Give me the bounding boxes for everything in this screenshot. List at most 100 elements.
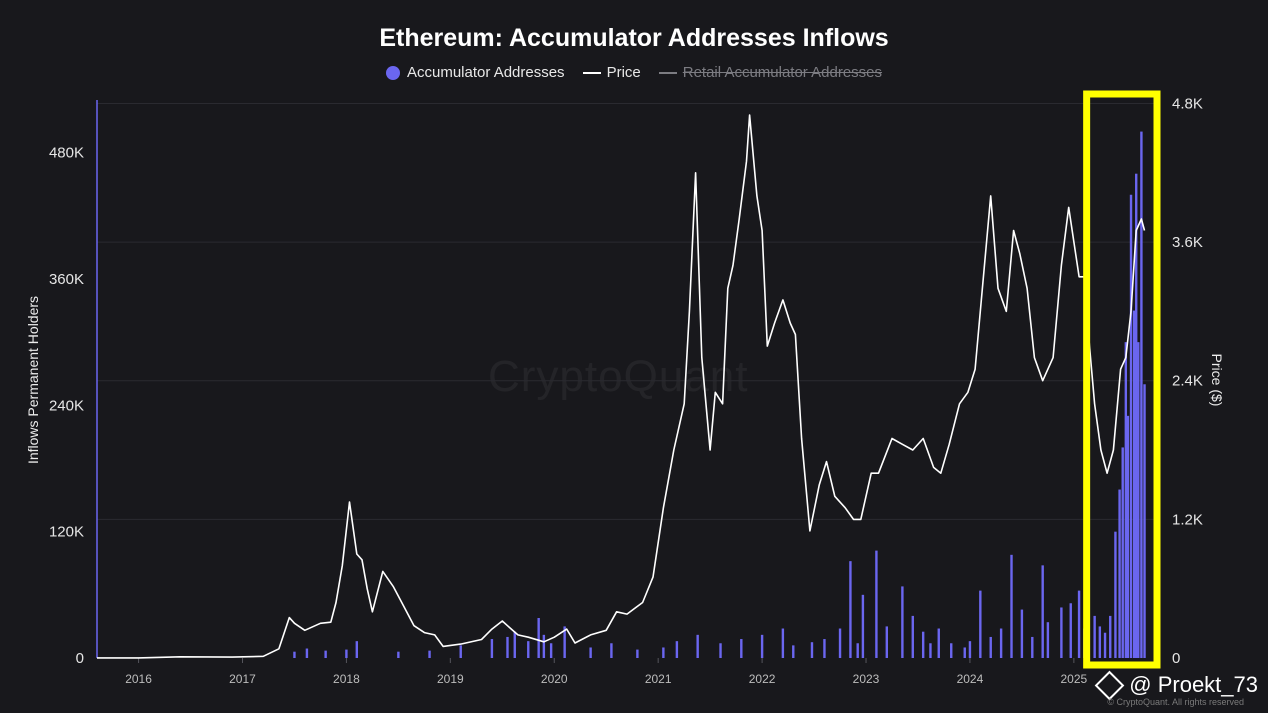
inflow-bar: [1109, 615, 1112, 658]
legend-label-price: Price: [606, 64, 641, 81]
left-tick-label: 0: [76, 650, 84, 667]
legend-line-icon: [658, 71, 677, 74]
inflow-bar: [549, 643, 553, 658]
inflow-bar: [636, 649, 639, 658]
inflow-bar: [345, 649, 348, 658]
inflow-bar: [760, 634, 764, 658]
inflow-bar: [1010, 554, 1013, 658]
inflow-bar: [1060, 607, 1063, 658]
inflow-bar: [542, 634, 546, 658]
inflow-bar: [838, 628, 842, 658]
inflow-bar: [1069, 603, 1072, 658]
inflow-bar: [950, 643, 953, 658]
x-tick-label: 2024: [957, 672, 984, 686]
inflow-bar: [1098, 626, 1102, 658]
legend-dot-icon: [385, 65, 400, 80]
x-tick-label: 2017: [229, 672, 256, 686]
inflow-bar: [513, 631, 516, 658]
inflow-bar: [937, 628, 940, 658]
price-line: [97, 114, 1146, 659]
inflow-bar: [527, 641, 530, 658]
inflow-bar: [1137, 342, 1140, 658]
inflow-bar: [1118, 489, 1121, 658]
inflow-bar: [355, 641, 359, 658]
inflow-bar: [506, 636, 509, 658]
legend-item-accumulator[interactable]: Accumulator Addresses: [385, 64, 565, 81]
x-tick-label: 2025: [1061, 672, 1088, 686]
inflow-bar: [781, 628, 785, 658]
legend-line-icon: [582, 71, 601, 74]
inflow-bar: [1114, 531, 1117, 658]
inflow-bar: [740, 639, 743, 658]
inflow-bar: [979, 590, 982, 658]
x-tick-label: 2023: [853, 672, 880, 686]
right-tick-label: 1.2K: [1172, 511, 1203, 528]
legend-item-price[interactable]: Price: [582, 64, 641, 81]
inflow-bar: [662, 647, 665, 658]
right-tick-label: 0: [1172, 650, 1180, 667]
x-tick-label: 2022: [749, 672, 776, 686]
right-tick-label: 4.8K: [1172, 95, 1203, 112]
copyright: © CryptoQuant. All rights reserved: [1107, 697, 1244, 707]
chart-title: Ethereum: Accumulator Addresses Inflows: [379, 24, 889, 52]
inflow-bar: [999, 628, 1003, 658]
inflow-bar: [911, 615, 914, 658]
x-tick-label: 2021: [645, 672, 672, 686]
inflow-bar: [459, 645, 462, 658]
x-tick-label: 2019: [437, 672, 464, 686]
highlight-box: [1083, 90, 1161, 669]
inflow-bar: [1093, 615, 1096, 658]
legend-label-accumulator: Accumulator Addresses: [406, 64, 565, 81]
right-tick-label: 3.6K: [1172, 234, 1203, 251]
inflow-bar: [1132, 310, 1136, 658]
inflow-bar: [901, 586, 904, 658]
inflow-bar: [610, 643, 613, 658]
inflow-bar: [963, 647, 966, 658]
inflow-bar: [856, 643, 859, 658]
inflow-bar: [792, 645, 795, 658]
inflow-bar: [1143, 384, 1146, 658]
binance-diamond-icon: [1094, 670, 1125, 700]
inflow-bar: [861, 594, 865, 658]
left-tick-label: 360K: [49, 271, 84, 288]
left-axis-title: Inflows Permanent Holders: [25, 296, 41, 464]
author-handle-text: @ Proekt_73: [1129, 672, 1258, 697]
inflow-bar: [1041, 565, 1044, 658]
inflow-bar: [849, 561, 852, 658]
inflow-bar: [293, 651, 296, 658]
inflow-bar: [397, 651, 400, 658]
inflow-bar: [885, 626, 889, 658]
inflow-bar: [1031, 636, 1034, 658]
inflow-bar: [1046, 622, 1050, 658]
right-axis-title: Price ($): [1209, 354, 1225, 407]
inflow-bar: [563, 626, 566, 658]
x-tick-label: 2020: [541, 672, 568, 686]
inflow-bar: [1126, 415, 1130, 658]
inflow-bar: [823, 639, 826, 658]
left-tick-label: 480K: [49, 145, 84, 162]
inflow-bar: [1020, 609, 1024, 658]
inflow-bar: [1103, 632, 1107, 658]
chart-legend: Accumulator Addresses Price Retail Accum…: [0, 64, 1268, 81]
inflow-bar: [1129, 194, 1133, 659]
inflow-bar: [810, 642, 814, 658]
inflow-bar: [968, 641, 972, 658]
inflow-bar: [1077, 590, 1081, 658]
x-tick-label: 2018: [333, 672, 360, 686]
legend-item-retail[interactable]: Retail Accumulator Addresses: [658, 64, 883, 81]
inflow-bar: [921, 631, 925, 658]
inflow-bar: [537, 617, 540, 658]
left-tick-label: 240K: [49, 397, 84, 414]
inflow-bar: [989, 636, 992, 658]
inflow-bar: [875, 550, 878, 658]
inflow-bar: [675, 641, 679, 658]
inflow-bar: [696, 634, 699, 658]
inflow-bar: [1140, 131, 1143, 658]
author-handle: @ Proekt_73: [1094, 670, 1258, 700]
inflow-bar: [305, 648, 309, 658]
inflow-bar: [324, 650, 327, 658]
legend-label-retail: Retail Accumulator Addresses: [682, 64, 883, 81]
inflow-bar: [1121, 447, 1124, 658]
